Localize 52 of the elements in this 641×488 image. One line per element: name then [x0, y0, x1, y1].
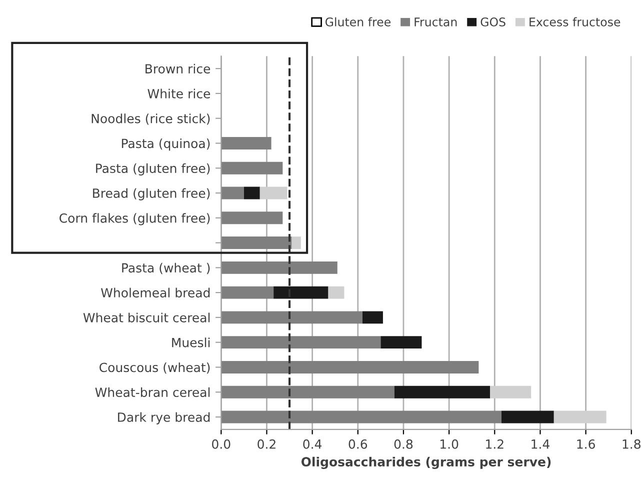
x-tick-label: 0.4 [303, 439, 322, 449]
bar [221, 336, 381, 349]
bar [221, 261, 338, 274]
legend-label: GOS [480, 17, 506, 26]
bar [221, 410, 502, 424]
x-tick-label: 0.2 [258, 439, 276, 449]
y-tick-label: Bread (gluten free) [93, 188, 210, 200]
bar [380, 336, 422, 349]
bar [274, 286, 328, 299]
y-tick-label: Couscous (wheat) [100, 362, 210, 374]
bar [501, 410, 554, 424]
bar [221, 186, 244, 200]
y-tick-label: Pasta (gluten free) [96, 163, 210, 176]
bar [221, 386, 394, 398]
x-tick-label: 0.6 [348, 439, 368, 449]
y-tick-label: Brown rice [146, 64, 210, 74]
text: Gluten free [325, 17, 391, 26]
x-tick-label: 1.8 [622, 439, 640, 449]
bar [221, 137, 272, 150]
bar [554, 410, 606, 424]
y-tick-label: Pasta (quinoa) [122, 138, 210, 151]
y-tick-label: Corn flakes (gluten free) [60, 213, 210, 226]
bar [394, 386, 490, 398]
y-tick-label: Noodles (rice stick) [92, 114, 210, 125]
x-tick-label: 1.2 [486, 439, 504, 449]
bar [221, 212, 283, 224]
legend-label: Fructan [414, 18, 457, 26]
x-axis-title: Oligosaccharides (grams per serve) [301, 456, 551, 470]
bar [362, 311, 383, 324]
x-tick-label: 1.0 [440, 439, 458, 449]
legend-label: Excess fructose [530, 17, 620, 26]
x-tick-label: 0.8 [394, 439, 413, 449]
bar [221, 311, 362, 324]
y-tick-label: Muesli [172, 338, 210, 348]
bar [221, 236, 292, 249]
bar [244, 186, 260, 200]
x-tick-label: 0.0 [212, 439, 230, 449]
y-tick-label: Wholemeal bread [101, 288, 210, 298]
bar [221, 162, 283, 174]
y-tick-label: Wheat-bran cereal [95, 387, 210, 398]
bar [328, 286, 344, 299]
y-tick-label: Dark rye bread [118, 412, 210, 424]
bar [260, 186, 288, 200]
bar [221, 286, 274, 299]
x-tick-label: 1.4 [532, 440, 550, 449]
bar [292, 236, 301, 249]
y-tick-label: Pasta (wheat ) [122, 262, 210, 274]
bar [490, 386, 532, 398]
y-tick-label: Wheat biscuit cereal [83, 312, 210, 322]
x-tick-label: 1.6 [577, 439, 595, 449]
y-tick-label: White rice [148, 88, 210, 98]
bar [221, 361, 479, 374]
